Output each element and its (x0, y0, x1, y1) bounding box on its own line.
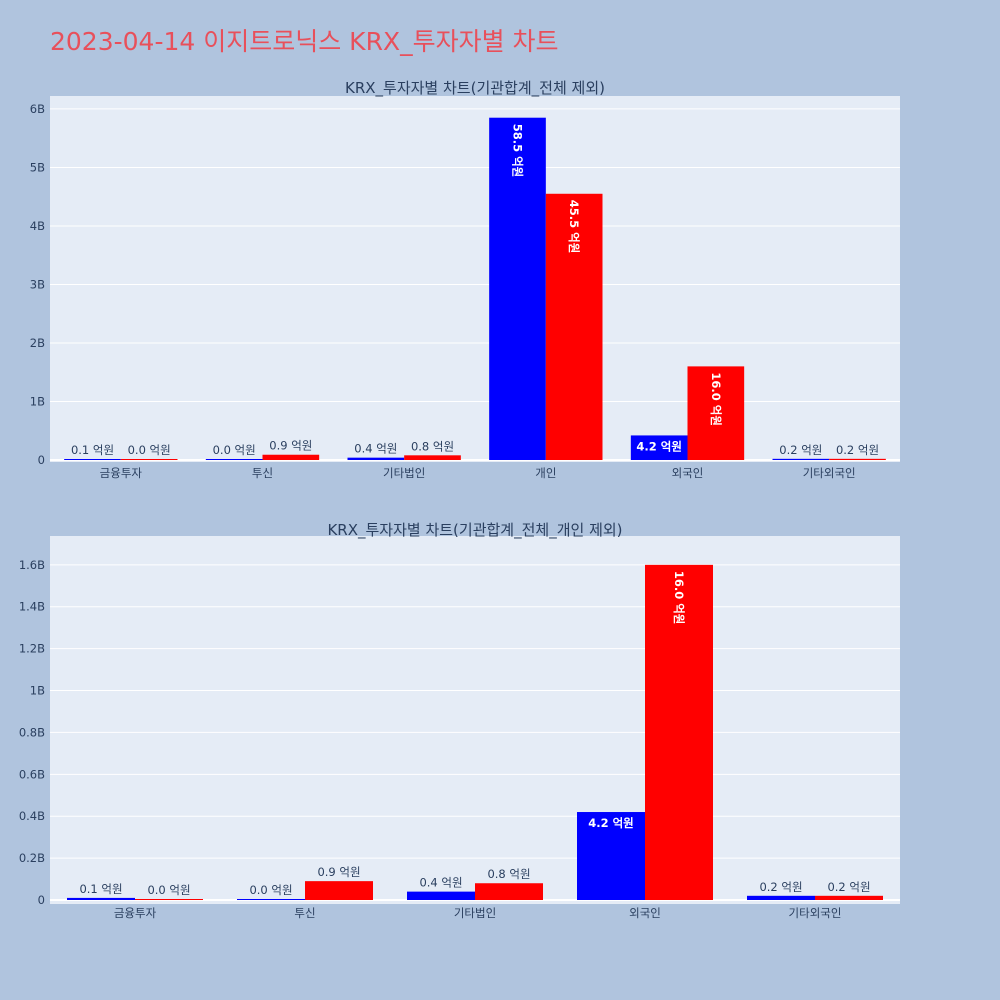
y-tick-label: 0.4B (19, 809, 45, 823)
bar (135, 899, 203, 900)
data-label: 0.9 억원 (317, 865, 360, 879)
bar (347, 457, 405, 460)
x-tick-label: 투신 (294, 906, 315, 920)
data-label: 0.9 억원 (269, 439, 312, 453)
y-tick-label: 0.8B (19, 725, 45, 739)
y-tick-label: 1B (30, 394, 45, 408)
y-tick-label: 6B (30, 102, 45, 116)
y-tick-label: 0 (38, 453, 45, 467)
bar (64, 459, 121, 460)
bar (687, 366, 745, 460)
x-tick-label: 기타법인 (454, 906, 496, 920)
bar (475, 883, 543, 900)
bar (545, 193, 603, 460)
x-tick-label: 개인 (535, 466, 556, 480)
data-label: 0.0 억원 (249, 883, 292, 897)
data-label: 4.2 억원 (588, 816, 634, 830)
bar (747, 895, 815, 900)
chart-top: 0 1B 2B 3B 4B 5B 6B KRX_투자자별 차트(기관합계_전체 제외) 금융투자… (30, 79, 900, 480)
data-label: 0.1 억원 (71, 443, 114, 457)
chart-subtitle: KRX_투자자별 차트(기관합계_전체_개인 제외) (327, 521, 622, 540)
data-label: 0.2 억원 (759, 880, 802, 894)
page-title: 2023-04-14 이지트로닉스 KRX_투자자별 차트 (50, 27, 559, 56)
bar (815, 895, 883, 900)
plot-area (50, 536, 900, 904)
y-tick-label: 0.2B (19, 851, 45, 865)
bar (407, 891, 475, 900)
chart-bottom: 0 0.2B 0.4B 0.6B 0.8B 1B 1.2B 1.4B 1.6B KRX_투자자별 … (19, 521, 900, 920)
y-tick-label: 4B (30, 219, 45, 233)
data-label: 0.4 억원 (354, 442, 397, 456)
data-label: 0.0 억원 (147, 883, 190, 897)
bar (404, 455, 461, 460)
y-tick-label: 0.6B (19, 767, 45, 781)
x-tick-label: 외국인 (672, 466, 704, 480)
y-tick-label: 5B (30, 160, 45, 174)
y-tick-label: 1.4B (19, 600, 45, 614)
bar (120, 459, 178, 460)
data-label: 45.5 억원 (567, 200, 581, 254)
data-label: 0.2 억원 (779, 443, 822, 457)
bar (630, 435, 688, 460)
data-label: 0.0 억원 (128, 443, 171, 457)
x-tick-label: 기타법인 (383, 466, 425, 480)
data-label: 0.8 억원 (487, 867, 530, 881)
bar (237, 899, 305, 900)
y-tick-label: 3B (30, 277, 45, 291)
data-label: 0.0 억원 (213, 443, 256, 457)
plot-area (50, 96, 900, 462)
data-label: 16.0 억원 (672, 571, 686, 625)
data-label: 58.5 억원 (510, 124, 524, 178)
x-tick-label: 금융투자 (114, 906, 157, 920)
data-label: 0.2 억원 (836, 443, 879, 457)
y-tick-label: 1.2B (19, 642, 45, 656)
y-tick-label: 0 (38, 893, 45, 907)
y-tick-label: 2B (30, 336, 45, 350)
bar (205, 459, 263, 460)
x-tick-label: 외국인 (629, 906, 661, 920)
data-label: 0.2 억원 (827, 880, 870, 894)
bar (262, 454, 320, 460)
data-label: 0.1 억원 (79, 882, 122, 896)
data-label: 4.2 억원 (636, 439, 682, 453)
x-tick-label: 금융투자 (100, 466, 143, 480)
x-tick-label: 투신 (252, 466, 273, 480)
bar (67, 897, 135, 900)
chart-subtitle: KRX_투자자별 차트(기관합계_전체 제외) (345, 79, 605, 98)
data-label: 0.4 억원 (419, 876, 462, 890)
bar (489, 117, 546, 460)
bar (305, 881, 373, 900)
bar (829, 458, 886, 460)
bar (645, 564, 713, 900)
x-tick-label: 기타외국인 (789, 906, 842, 920)
data-label: 0.8 억원 (411, 439, 454, 453)
x-tick-label: 기타외국인 (803, 466, 856, 480)
bar (772, 458, 830, 460)
y-tick-label: 1.6B (19, 558, 45, 572)
bar (577, 812, 645, 900)
data-label: 16.0 억원 (709, 372, 723, 426)
y-tick-label: 1B (30, 684, 45, 698)
